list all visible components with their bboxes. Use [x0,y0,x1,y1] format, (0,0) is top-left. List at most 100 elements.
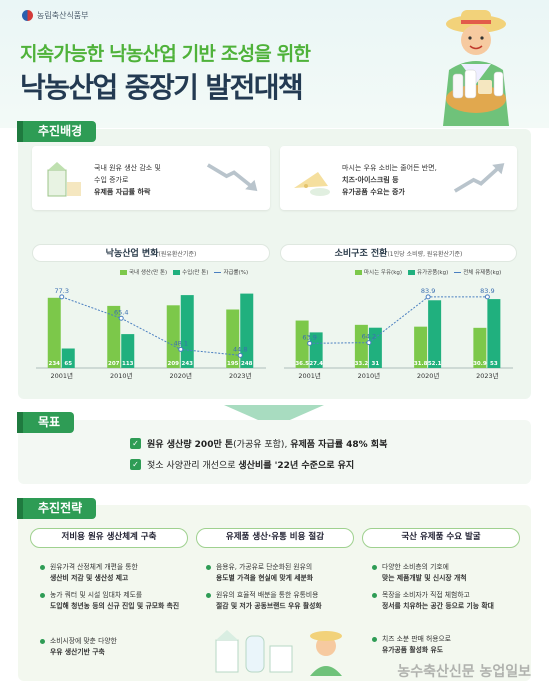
legend-item: 국내 생산(만 톤) [120,268,167,276]
chart-bar-label: 27.4 [309,361,323,367]
government-emblem-icon [22,10,33,21]
goal-line-2: ✓ 젖소 사양관리 개선으로 생산비를 '22년 수준으로 유지 [130,458,354,471]
chart-tick-label: 2023년 [476,371,499,380]
trend-up-arrow-icon [453,163,505,193]
chart1-svg: 234 65 2001년 207 113 2010년 209 243 2020년 195 248 20… [36,287,266,380]
chart-bar-label: 31 [372,361,380,367]
chart1-title: 낙농산업 변화(원유환산기준) [32,244,270,262]
chart-bar-label: 31.8 [414,361,428,367]
chart-bar-label: 65 [64,361,72,367]
strategy-item: 다양한 소비층의 기호에 맞는 제품개발 및 신시장 개척 [372,562,517,584]
chart-bar [180,295,194,368]
legend-item: 전체 유제품(kg) [454,268,501,276]
chart-bar [121,334,135,368]
chart-bar-label: 207 [108,361,120,367]
chart-line-label: 63.9 [302,333,316,341]
chart2-title: 소비구조 전환(1인당 소비량, 원유환산기준) [280,244,517,262]
strategy-column-title: 저비용 원유 생산체계 구축 [30,528,188,548]
chart-bar-label: 113 [122,361,134,367]
chart-bar-label: 234 [49,361,61,367]
chart-tick-label: 2010년 [110,371,133,380]
down-arrow-icon [224,405,324,427]
chart-bar-label: 33.2 [355,361,369,367]
chart-line-point [237,352,243,358]
chart-line-label: 77.3 [55,287,69,295]
chart-bar [354,324,368,368]
chart-bar [61,348,75,368]
chart-bar [166,305,180,368]
legend-item: 수입(만 톤) [173,268,208,276]
strategy-column-title: 국산 유제품 수요 발굴 [362,528,520,548]
chart-line-label: 83.9 [480,287,494,295]
chart-bar [309,332,323,368]
goal-section-label: 목표 [16,412,75,433]
goal-line-1: ✓ 원유 생산량 200만 톤(가공유 포함), 유제품 자급률 48% 회복 [130,437,387,450]
chart-line-point [366,340,372,346]
chart-line-label: 48.1 [174,339,188,347]
chart-tick-label: 2023년 [229,371,252,380]
strategy-column-1: 저비용 원유 생산체계 구축 원유가격 산정체계 개편을 통한 생산비 저감 및 … [30,528,188,678]
chart-line-point [307,340,313,346]
chart-line-point [178,346,184,352]
legend-item: 유가공품(kg) [408,268,448,276]
strategy-column-title: 유제품 생산·유통 비용 절감 [196,528,354,548]
strategy-item: 원유의 효율적 배분을 통한 유통비용 절감 및 저가 공동브랜드 우유 활성화 [206,590,351,612]
ministry-logo: 농림축산식품부 [22,10,89,21]
milk-carton-icon [47,162,81,197]
watermark: 농수축산신문 농업일보 [397,664,531,680]
ministry-name: 농림축산식품부 [37,11,89,20]
chart-line-point [59,294,65,300]
chart-bar-label: 36.5 [295,361,309,367]
strategy-item: 농가 쿼터 및 시설 임대차 제도를 도입해 청년농 등의 신규 진입 및 규모화… [40,590,185,612]
milk-products-icon [215,630,342,676]
background-section-label: 추진배경 [16,121,97,142]
legend-item: 마시는 우유(kg) [355,268,402,276]
chart-line-label: 83.9 [421,287,435,295]
cheese-icecream-icon [294,172,330,196]
chart2-svg: 36.5 27.4 2001년 33.2 31 2010년 31.8 52.1 2020년 30.… [284,287,513,380]
chart-bar-label: 195 [227,361,239,367]
chart-line-series [309,296,488,344]
chart-line-label: 44.8 [233,345,247,353]
chart-bar [428,300,442,368]
chart-bar-label: 30.9 [473,361,487,367]
farmer-illustration-icon [443,10,509,126]
page-title: 낙농산업 중장기 발전대책 [20,71,304,104]
chart2-legend: 마시는 우유(kg) 유가공품(kg) 전체 유제품(kg) [355,268,501,276]
chart-tick-label: 2010년 [358,371,381,380]
strategy-column-3: 국산 유제품 수요 발굴 다양한 소비층의 기호에 맞는 제품개발 및 신시장 개… [362,528,520,678]
strategy-item: 소비시장에 맞춘 다양한 우유 생산기반 구축 [40,636,185,658]
chart-bar-label: 209 [168,361,180,367]
chart-bar [240,293,254,368]
chart-bar-label: 52.1 [428,361,442,367]
chart-tick-label: 2001년 [298,371,321,380]
chart-bar [295,320,309,368]
chart-tick-label: 2001년 [50,371,73,380]
chart-bar [414,326,428,368]
chart-bar [107,305,121,368]
chart-line-label: 65.4 [114,308,128,316]
chart-line-point [484,294,490,300]
card-consumption-text: 마시는 우유 소비는 줄어든 반면, 치즈·아이스크림 등 유가공품 수요는 증… [342,164,437,196]
chart-bar-label: 248 [241,361,253,367]
goal-section [18,420,531,484]
checkbox-icon: ✓ [130,459,141,470]
chart-tick-label: 2020년 [169,371,192,380]
chart-line-series [61,296,241,356]
strategy-item: 음용유, 가공유로 단순화된 원유의 용도별 가격을 현실에 맞게 세분화 [206,562,351,584]
strategy-item: 목장을 소비자가 직접 체험하고 정서를 치유하는 공간 등으로 기능 확대 [372,590,517,612]
checkbox-icon: ✓ [130,438,141,449]
chart-bar [473,327,487,368]
chart-line-point [118,315,124,321]
legend-item: 자급률(%) [214,268,248,276]
chart-bar [47,297,61,368]
strategy-section-label: 추진전략 [16,498,97,519]
chart-tick-label: 2020년 [417,371,440,380]
card-production-decline: 국내 원유 생산 감소 및 수입 증가로 유제품 자급률 하락 [32,146,270,210]
chart-bar [226,309,240,368]
card-production-text: 국내 원유 생산 감소 및 수입 증가로 유제품 자급률 하락 [94,164,161,196]
chart-bar-label: 53 [490,361,498,367]
strategy-item: 치즈 소분 판매 허용으로 유가공품 활성화 유도 [372,634,517,656]
chart-line-point [425,294,431,300]
chart1-legend: 국내 생산(만 톤) 수입(만 톤) 자급률(%) [120,268,248,276]
